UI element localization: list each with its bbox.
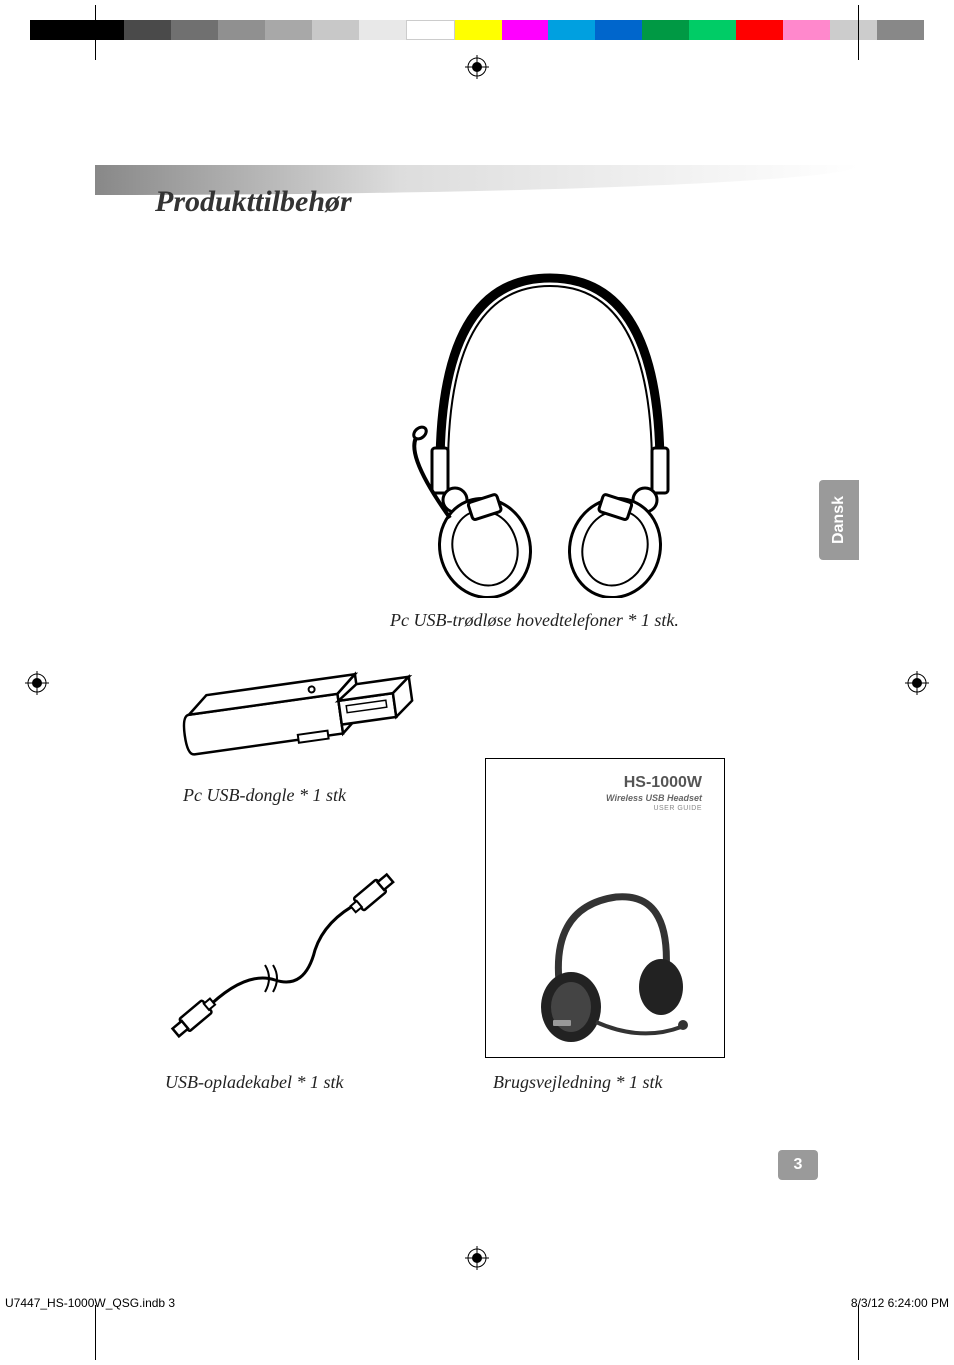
- crop-mark: [858, 1305, 859, 1360]
- dongle-illustration: [165, 665, 430, 765]
- registration-mark-icon: [905, 671, 929, 695]
- headphones-caption: Pc USB-trødløse hovedtelefoner * 1 stk.: [390, 610, 679, 631]
- registration-mark-icon: [465, 1246, 489, 1270]
- crop-mark: [858, 5, 859, 60]
- language-tab: Dansk: [819, 480, 859, 560]
- crop-mark: [95, 1305, 96, 1360]
- headphones-illustration: [370, 238, 730, 598]
- guide-cover-title: HS-1000W: [624, 774, 702, 792]
- guide-cover-subtitle: Wireless USB Headset: [606, 793, 702, 803]
- color-calibration-bar: [30, 20, 924, 40]
- crop-mark: [95, 5, 96, 60]
- user-guide-illustration: HS-1000W Wireless USB Headset USER GUIDE: [485, 758, 725, 1058]
- dongle-caption: Pc USB-dongle * 1 stk: [183, 785, 346, 806]
- cable-caption: USB-opladekabel * 1 stk: [165, 1072, 343, 1093]
- registration-mark-icon: [465, 55, 489, 79]
- guide-cover-headset-image: [511, 867, 701, 1047]
- registration-mark-icon: [25, 671, 49, 695]
- cable-illustration: [145, 870, 415, 1040]
- guide-cover-subtitle2: USER GUIDE: [653, 805, 702, 812]
- footer-filename: U7447_HS-1000W_QSG.indb 3: [5, 1296, 175, 1310]
- page-title: Produkttilbehør: [155, 185, 352, 219]
- language-tab-label: Dansk: [830, 496, 848, 544]
- page-number: 3: [778, 1150, 818, 1180]
- footer-timestamp: 8/3/12 6:24:00 PM: [851, 1296, 949, 1310]
- guide-caption: Brugsvejledning * 1 stk: [493, 1072, 662, 1093]
